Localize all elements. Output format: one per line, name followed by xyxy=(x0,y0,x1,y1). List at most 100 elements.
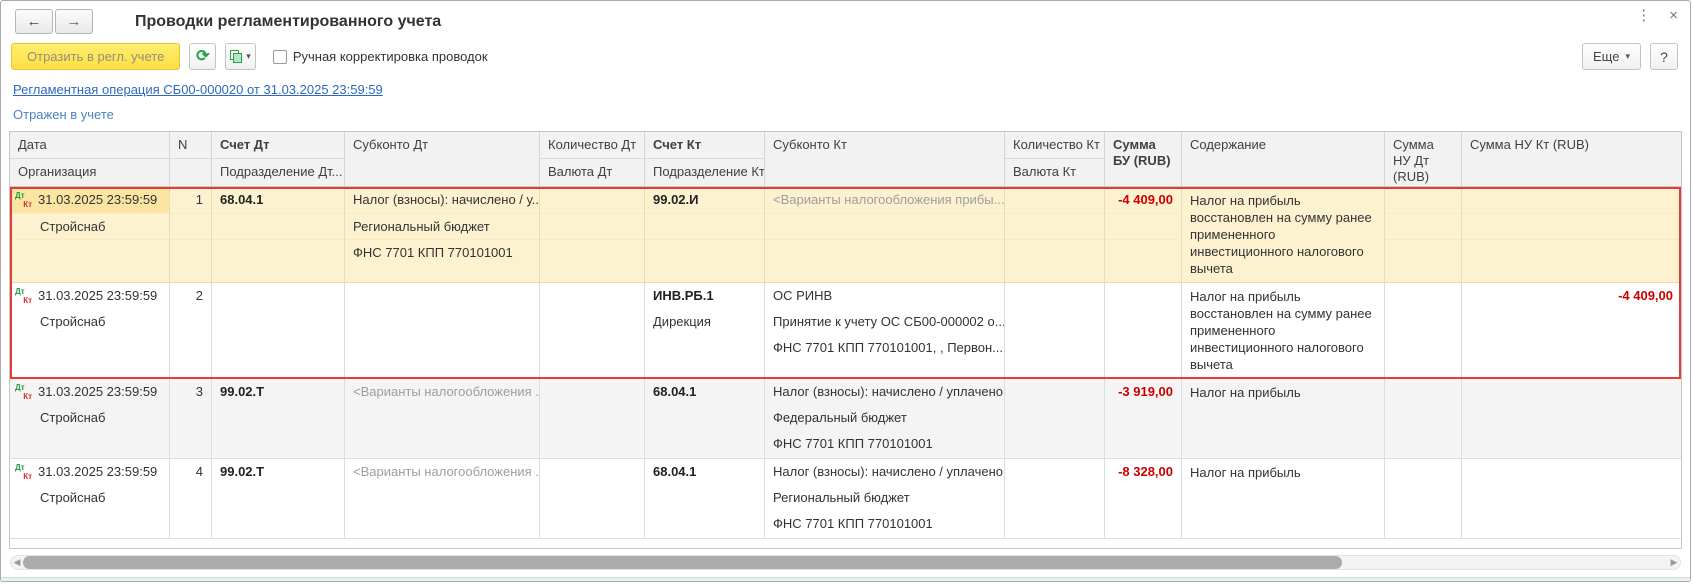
account-dt xyxy=(212,283,344,309)
subconto-kt-2: Региональный бюджет xyxy=(773,490,910,505)
dtkt-posting-icon: Дт Кт xyxy=(15,286,32,305)
cell-subconto-dt: Налог (взносы): начислено / у... Региона… xyxy=(345,187,540,282)
organization: Стройснаб xyxy=(40,314,106,329)
column-account-kt[interactable]: Счет Кт Подразделение Кт... xyxy=(645,132,765,186)
col-header-account-dt[interactable]: Счет Дт xyxy=(212,132,344,159)
department-dt xyxy=(212,309,344,335)
column-date-org[interactable]: Дата Организация xyxy=(10,132,170,186)
copy-postings-button[interactable]: ▾ xyxy=(225,43,256,70)
cell-qty-dt xyxy=(540,283,645,378)
posting-number: 4 xyxy=(195,464,203,479)
column-account-dt[interactable]: Счет Дт Подразделение Дт... xyxy=(212,132,345,186)
col-header-amount-nu-kt[interactable]: Сумма НУ Кт (RUB) xyxy=(1470,137,1589,152)
col-header-qty-dt[interactable]: Количество Дт xyxy=(540,132,644,159)
subconto-dt-1: Налог (взносы): начислено / у... xyxy=(353,192,539,207)
cell-subconto-dt: <Варианты налогообложения ... xyxy=(345,379,540,458)
col-header-description[interactable]: Содержание xyxy=(1182,132,1385,186)
table-row[interactable]: Дт Кт 31.03.2025 23:59:59 Стройснаб 3 99.… xyxy=(10,379,1681,459)
subconto-dt-2 xyxy=(345,485,539,511)
table-row[interactable]: Дт Кт 31.03.2025 23:59:59 Стройснаб 2 ИНВ… xyxy=(10,283,1681,379)
manual-adjustment-checkbox[interactable] xyxy=(272,49,287,64)
subconto-dt-3 xyxy=(345,335,539,361)
table-row[interactable]: Дт Кт 31.03.2025 23:59:59 Стройснаб 1 68.… xyxy=(10,187,1681,283)
col-header-subconto-kt[interactable]: Субконто Кт xyxy=(765,132,1005,186)
amount-nu-dt xyxy=(1385,379,1461,405)
cell-description: Налог на прибыль xyxy=(1182,379,1385,458)
posting-date: 31.03.2025 23:59:59 xyxy=(38,192,158,207)
cell-account-kt: 68.04.1 xyxy=(645,459,765,538)
cell-account-dt: 68.04.1 xyxy=(212,187,345,282)
menu-dots-icon[interactable]: ⋮ xyxy=(1636,7,1652,24)
scroll-right-icon[interactable]: ▶ xyxy=(1670,557,1678,567)
cell-number: 4 xyxy=(170,459,212,538)
selected-rows-group: Дт Кт 31.03.2025 23:59:59 Стройснаб 1 68.… xyxy=(10,187,1681,379)
cell-subconto-kt: Налог (взносы): начислено / уплачено Рег… xyxy=(765,459,1005,538)
col-header-dept-dt[interactable]: Подразделение Дт... xyxy=(220,164,343,179)
manual-adjustment-option[interactable]: Ручная корректировка проводок xyxy=(272,49,488,64)
subconto-kt-3: ФНС 7701 КПП 770101001 xyxy=(773,516,933,531)
department-kt: Дирекция xyxy=(653,314,711,329)
amount-nu-kt xyxy=(1462,187,1681,213)
cell-amount-nu-dt xyxy=(1385,379,1462,458)
posting-date: 31.03.2025 23:59:59 xyxy=(38,288,158,303)
scrollbar-thumb[interactable] xyxy=(23,556,1342,569)
subconto-dt-2 xyxy=(345,309,539,335)
col-header-account-kt[interactable]: Счет Кт xyxy=(645,132,764,159)
col-header-qty-kt[interactable]: Количество Кт xyxy=(1005,132,1104,159)
scroll-left-icon[interactable]: ◀ xyxy=(13,557,21,567)
col-header-subconto-dt[interactable]: Субконто Дт xyxy=(345,132,540,186)
page-title: Проводки регламентированного учета xyxy=(135,12,442,30)
col-header-amount-nu-dt[interactable]: Сумма НУ Дт (RUB) xyxy=(1385,132,1462,186)
cell-amount-nu-dt xyxy=(1385,187,1462,282)
col-header-organization[interactable]: Организация xyxy=(18,164,97,179)
table-row[interactable]: Дт Кт 31.03.2025 23:59:59 Стройснаб 4 99.… xyxy=(10,459,1681,539)
amount-bu: -4 409,00 xyxy=(1118,192,1173,207)
col-header-n[interactable]: N xyxy=(170,132,211,159)
document-link-row: Регламентная операция СБ00-000020 от 31.… xyxy=(1,77,1690,100)
postings-table: Дата Организация N Счет Дт Подразделение… xyxy=(9,131,1682,549)
organization: Стройснаб xyxy=(40,410,106,425)
amount-nu-kt xyxy=(1462,379,1681,405)
cell-subconto-kt: Налог (взносы): начислено / уплачено Фед… xyxy=(765,379,1005,458)
col-header-dept-kt[interactable]: Подразделение Кт... xyxy=(653,164,764,179)
cell-number: 2 xyxy=(170,283,212,378)
cell-number: 3 xyxy=(170,379,212,458)
chevron-down-icon: ▾ xyxy=(246,51,251,61)
amount-nu-dt xyxy=(1385,283,1461,309)
regulated-operation-link[interactable]: Регламентная операция СБ00-000020 от 31.… xyxy=(13,82,383,97)
forward-button[interactable]: → xyxy=(55,9,93,34)
column-qty-kt[interactable]: Количество Кт Валюта Кт xyxy=(1005,132,1105,186)
reflect-in-accounting-button[interactable]: Отразить в регл. учете xyxy=(11,43,181,70)
col-header-amount-bu[interactable]: Сумма БУ (RUB) xyxy=(1105,132,1182,186)
col-header-cur-dt[interactable]: Валюта Дт xyxy=(548,164,613,179)
account-kt: ИНВ.РБ.1 xyxy=(653,288,714,303)
account-kt: 68.04.1 xyxy=(653,384,697,399)
close-icon[interactable]: × xyxy=(1669,7,1678,24)
account-dt: 68.04.1 xyxy=(220,192,264,207)
column-qty-dt[interactable]: Количество Дт Валюта Дт xyxy=(540,132,645,186)
cell-amount-nu-dt xyxy=(1385,283,1462,378)
cell-amount-nu-kt xyxy=(1462,187,1681,282)
cell-number: 1 xyxy=(170,187,212,282)
subconto-dt-3: ФНС 7701 КПП 770101001 xyxy=(345,239,539,265)
subconto-kt-3: ФНС 7701 КПП 770101001 xyxy=(773,436,933,451)
nav-buttons: ← → xyxy=(15,9,93,34)
refresh-button[interactable]: ⟳ xyxy=(189,43,217,70)
amount-bu xyxy=(1105,283,1181,309)
help-button[interactable]: ? xyxy=(1650,43,1678,70)
subconto-dt-3 xyxy=(345,431,539,457)
back-button[interactable]: ← xyxy=(15,9,53,34)
organization: Стройснаб xyxy=(40,490,106,505)
refresh-icon: ⟳ xyxy=(196,47,210,65)
horizontal-scrollbar[interactable]: ◀ ▶ xyxy=(10,555,1681,570)
organization: Стройснаб xyxy=(10,213,169,239)
window-bottom-frame xyxy=(1,577,1690,581)
more-button[interactable]: Еще ▾ xyxy=(1582,43,1641,70)
amount-bu: -8 328,00 xyxy=(1118,464,1173,479)
column-n[interactable]: N xyxy=(170,132,212,186)
cell-description: Налог на прибыль восстановлен на сумму р… xyxy=(1182,283,1385,378)
col-header-date[interactable]: Дата xyxy=(10,132,169,159)
col-header-cur-kt[interactable]: Валюта Кт xyxy=(1013,164,1077,179)
posting-number: 3 xyxy=(195,384,203,399)
cell-account-kt: 68.04.1 xyxy=(645,379,765,458)
